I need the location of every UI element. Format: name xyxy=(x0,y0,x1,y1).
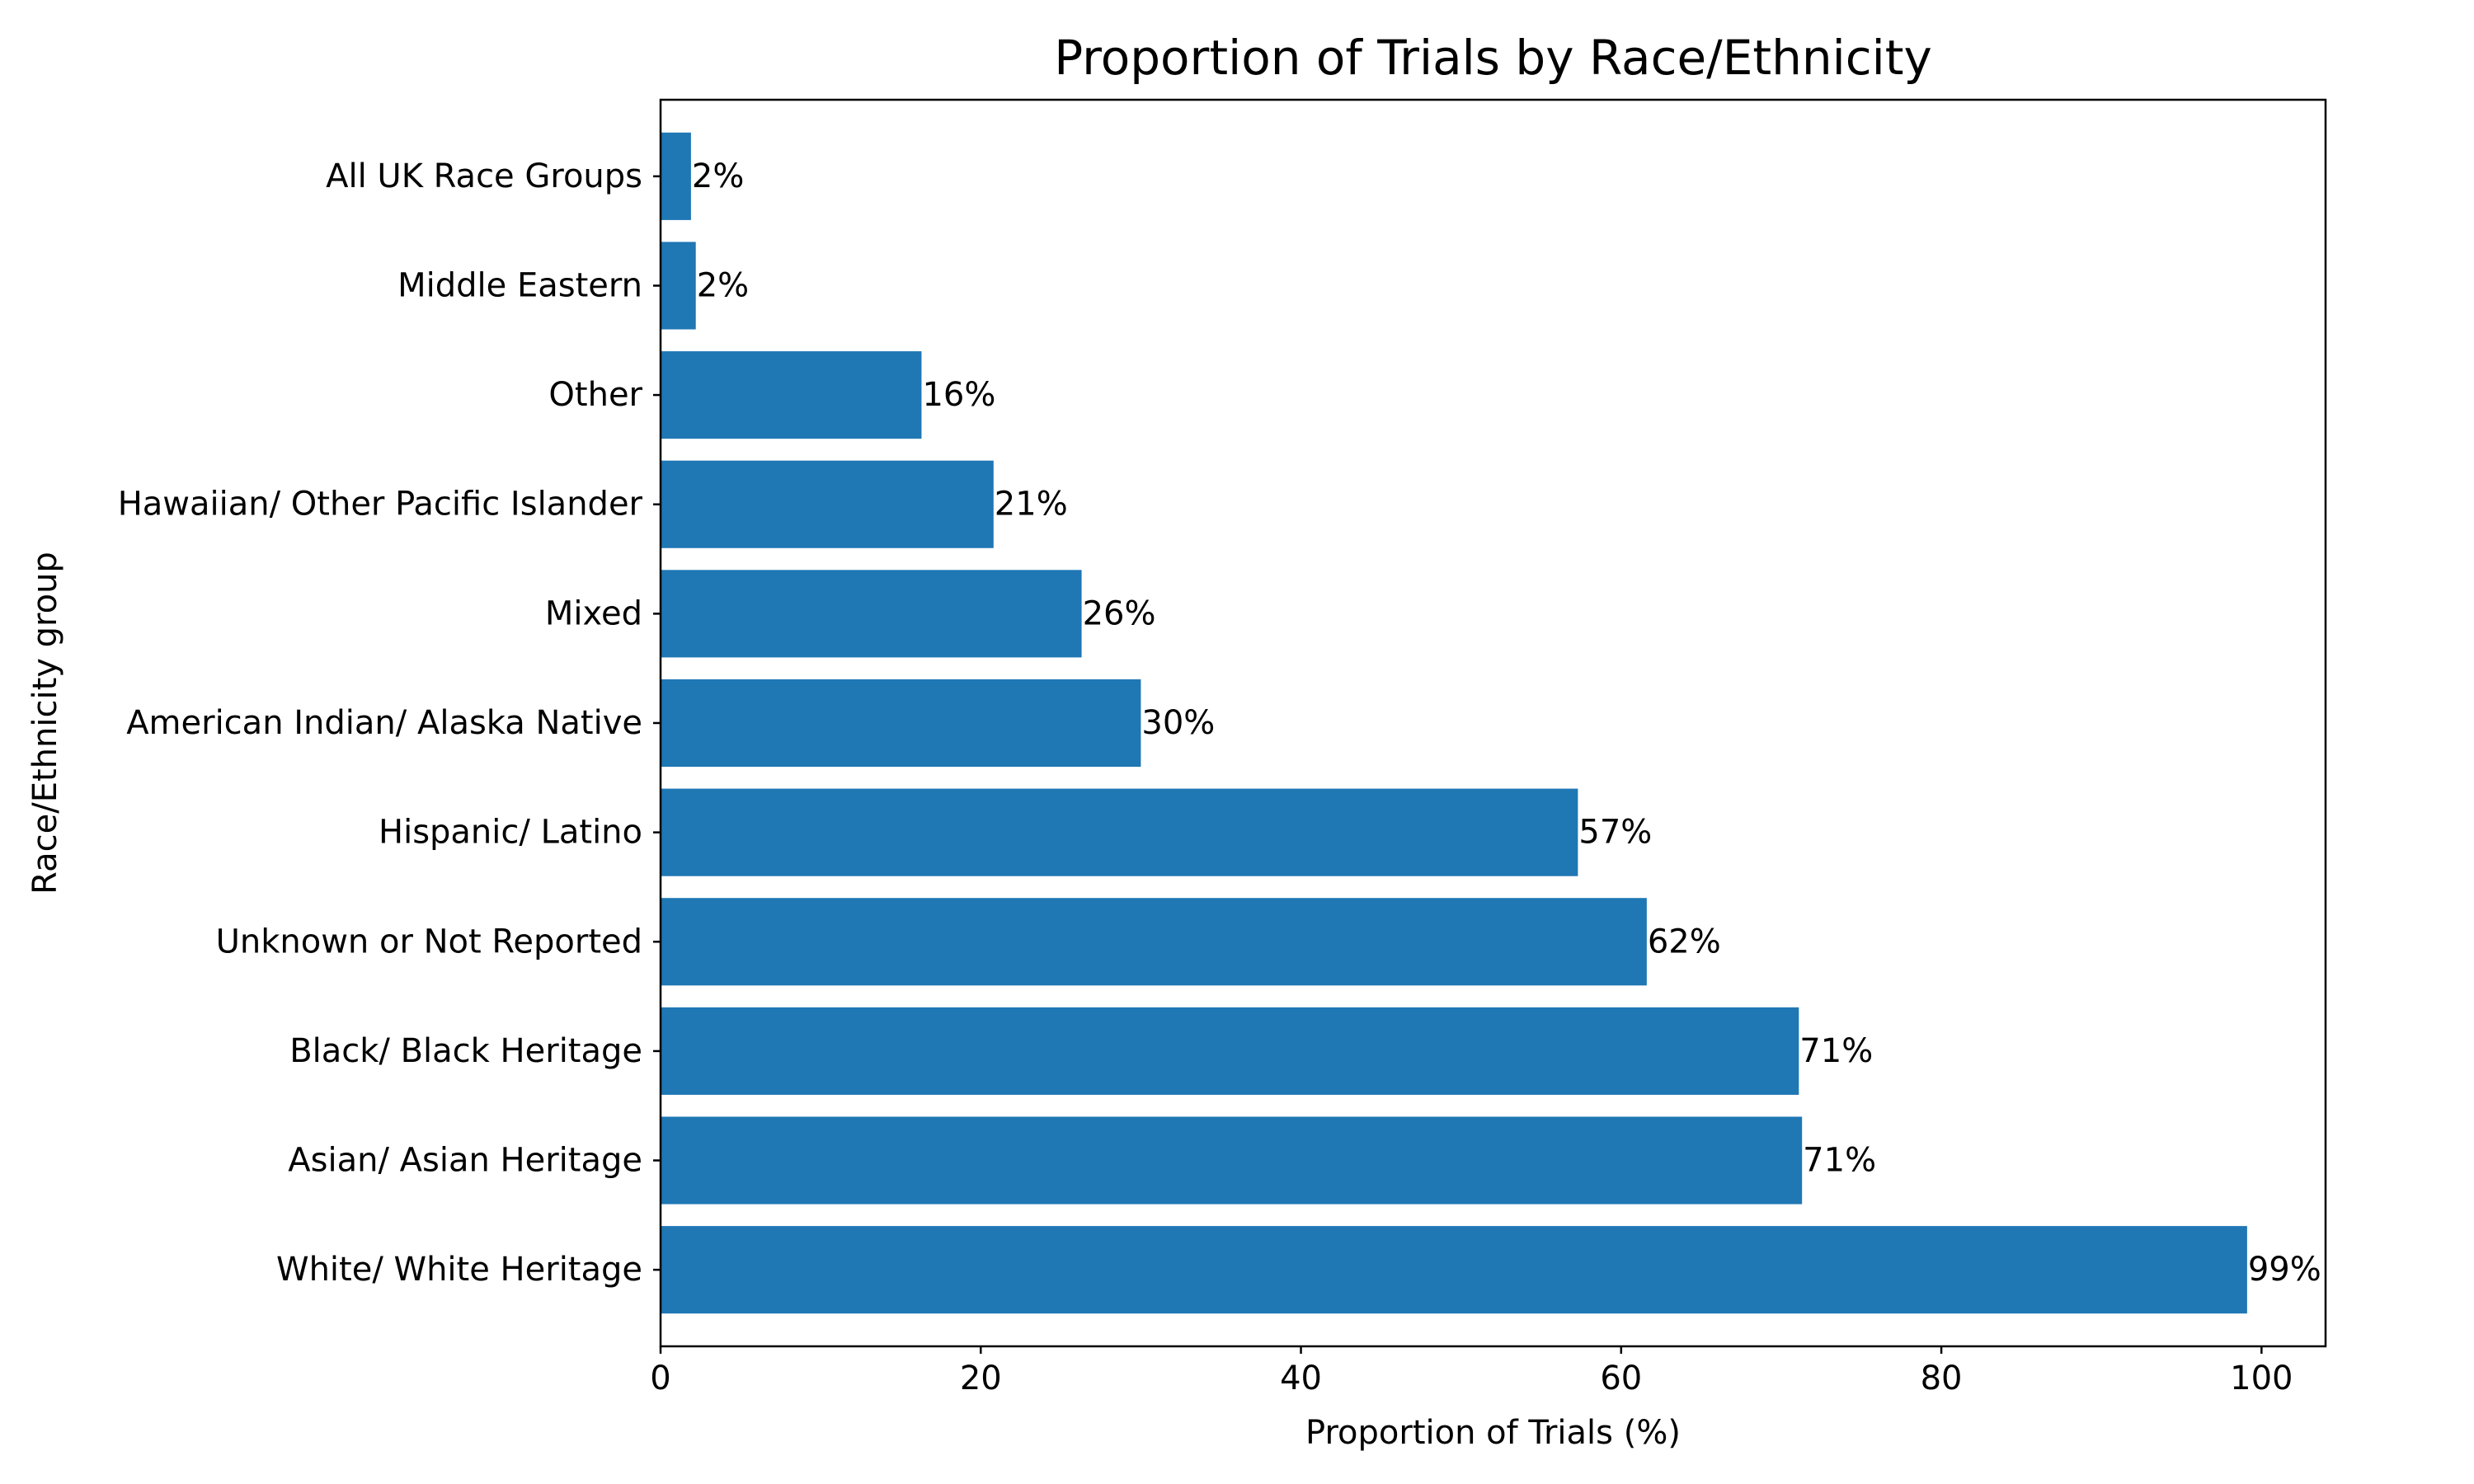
bar xyxy=(661,1007,1799,1095)
bar xyxy=(661,242,696,330)
y-tick-label: Unknown or Not Reported xyxy=(216,923,642,960)
x-tick-label: 40 xyxy=(1280,1360,1322,1397)
data-label: 30% xyxy=(1141,704,1215,742)
y-axis-ticks: White/ White Heritage Asian/ Asian Herita… xyxy=(118,157,661,1289)
y-tick-label: Asian/ Asian Heritage xyxy=(288,1142,642,1180)
bars-layer xyxy=(661,132,2247,1314)
y-tick-label: White/ White Heritage xyxy=(276,1251,642,1289)
data-labels-layer: 99% 71% 71% 62% 57% 30% 26% 21% 16% 2% 2% xyxy=(692,157,2321,1289)
data-label: 71% xyxy=(1803,1142,1876,1180)
data-label: 57% xyxy=(1578,814,1652,852)
y-tick-label: Middle Eastern xyxy=(397,266,642,304)
y-tick-label: American Indian/ Alaska Native xyxy=(126,704,642,742)
data-label: 2% xyxy=(692,157,744,195)
y-tick-label: Black/ Black Heritage xyxy=(289,1032,642,1070)
data-label: 16% xyxy=(922,376,995,414)
bar xyxy=(661,460,994,548)
bar xyxy=(661,898,1647,986)
data-label: 26% xyxy=(1083,594,1156,632)
y-tick-label: Mixed xyxy=(545,594,642,632)
x-tick-label: 20 xyxy=(960,1360,1002,1397)
x-tick-label: 60 xyxy=(1600,1360,1642,1397)
y-tick-label: Other xyxy=(548,376,642,414)
y-tick-label: All UK Race Groups xyxy=(326,157,642,195)
chart-title: Proportion of Trials by Race/Ethnicity xyxy=(1054,30,1932,86)
data-label: 71% xyxy=(1799,1032,1873,1070)
data-label: 2% xyxy=(697,266,749,304)
bar xyxy=(661,788,1578,876)
x-tick-label: 0 xyxy=(650,1360,670,1397)
x-tick-label: 100 xyxy=(2230,1360,2293,1397)
data-label: 21% xyxy=(995,486,1068,524)
bar xyxy=(661,679,1141,768)
bar xyxy=(661,132,691,220)
bar xyxy=(661,351,922,439)
bar xyxy=(661,1116,1803,1205)
x-tick-label: 80 xyxy=(1921,1360,1963,1397)
y-tick-label: Hawaiian/ Other Pacific Islander xyxy=(118,486,643,524)
plot-frame xyxy=(659,98,2327,1348)
bar xyxy=(661,570,1082,658)
y-axis-label: Race/Ethnicity group xyxy=(26,552,64,895)
y-tick-label: Hispanic/ Latino xyxy=(379,814,642,852)
x-axis-label: Proportion of Trials (%) xyxy=(1305,1414,1681,1452)
data-label: 62% xyxy=(1648,923,1721,960)
bar xyxy=(661,1226,2247,1314)
x-axis-ticks: 0 20 40 60 80 100 xyxy=(650,1346,2293,1397)
data-label: 99% xyxy=(2248,1251,2321,1289)
